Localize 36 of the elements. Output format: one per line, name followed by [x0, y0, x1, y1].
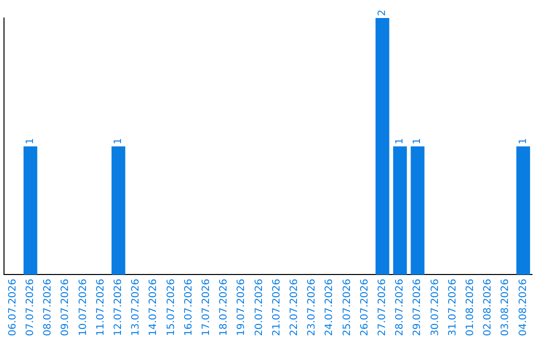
- x-tick-label: 01.08.2026: [464, 278, 476, 336]
- x-tick-label: 26.07.2026: [359, 278, 370, 336]
- x-tick-label: 04.08.2026: [518, 278, 529, 336]
- x-tick-label: 13.07.2026: [130, 278, 142, 336]
- data-label: 2: [376, 10, 388, 16]
- x-tick-label: 19.07.2026: [236, 278, 248, 336]
- x-tick-label: 16.07.2026: [183, 278, 194, 336]
- x-tick-label: 23.07.2026: [306, 278, 318, 336]
- x-tick-label: 15.07.2026: [166, 278, 177, 336]
- x-tick-label: 14.07.2026: [148, 278, 160, 336]
- x-tick-label: 03.08.2026: [500, 278, 512, 336]
- x-tick-label: 27.07.2026: [376, 278, 388, 336]
- x-tick-label: 18.07.2026: [218, 278, 230, 336]
- x-tick-label: 09.07.2026: [60, 278, 72, 336]
- x-tick-label: 08.07.2026: [42, 278, 54, 336]
- x-tick-label: 31.07.2026: [447, 278, 458, 336]
- x-tick-label: 24.07.2026: [324, 278, 336, 336]
- x-tick-label: 25.07.2026: [342, 278, 353, 336]
- x-tick-label: 30.07.2026: [430, 278, 441, 336]
- x-tick-label: 10.07.2026: [78, 278, 89, 336]
- x-tick-label: 20.07.2026: [254, 278, 265, 336]
- data-label: 1: [24, 138, 36, 144]
- x-tick-label: 12.07.2026: [112, 278, 124, 336]
- x-tick-label: 17.07.2026: [200, 278, 212, 336]
- data-label: 1: [412, 138, 424, 144]
- x-tick-label: 21.07.2026: [271, 278, 282, 336]
- x-tick-label: 07.07.2026: [24, 278, 36, 336]
- data-label: 1: [518, 138, 529, 144]
- x-tick-label: 02.08.2026: [482, 278, 494, 336]
- data-label: 1: [112, 138, 124, 144]
- x-tick-label: 22.07.2026: [288, 278, 300, 336]
- x-tick-label: 11.07.2026: [95, 278, 106, 336]
- x-tick-label: 06.07.2026: [7, 278, 18, 336]
- x-tick-label: 29.07.2026: [412, 278, 424, 336]
- data-label: 1: [394, 138, 406, 144]
- x-tick-label: 28.07.2026: [394, 278, 406, 336]
